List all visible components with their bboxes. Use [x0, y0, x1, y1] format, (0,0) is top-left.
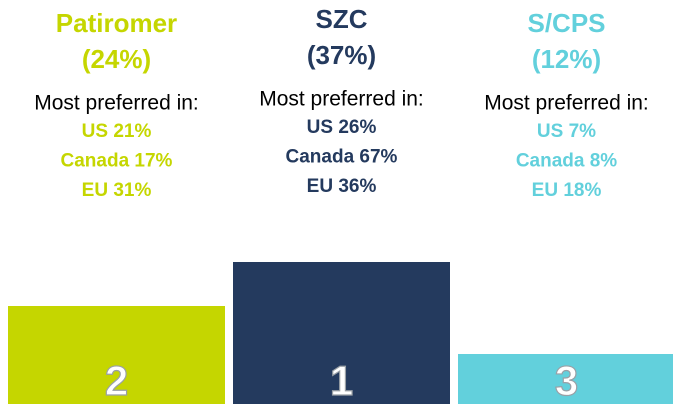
rank-number: 3: [555, 357, 578, 404]
region-share: EU 31%: [82, 180, 152, 201]
region-share: EU 36%: [307, 176, 377, 197]
option-share: (24%): [82, 44, 151, 74]
podium-block: [233, 262, 450, 404]
option-name: SZC: [316, 4, 368, 34]
podium-block: [8, 306, 225, 404]
region-share: EU 18%: [532, 180, 602, 201]
region-share: Canada 8%: [516, 151, 617, 172]
region-share: US 21%: [82, 121, 152, 142]
option-share: (37%): [307, 40, 376, 70]
region-share: US 7%: [537, 121, 596, 142]
option-name: Patiromer: [56, 8, 177, 38]
preferred-label: Most preferred in:: [34, 92, 199, 115]
option-name: S/CPS: [527, 8, 605, 38]
region-share: Canada 67%: [286, 147, 398, 168]
preferred-label: Most preferred in:: [259, 88, 424, 111]
podium-block: [458, 354, 673, 404]
rank-number: 1: [330, 357, 353, 404]
option-share: (12%): [532, 44, 601, 74]
preferred-label: Most preferred in:: [484, 92, 649, 115]
rank-number: 2: [105, 357, 128, 404]
region-share: Canada 17%: [61, 151, 173, 172]
region-share: US 26%: [307, 117, 377, 138]
